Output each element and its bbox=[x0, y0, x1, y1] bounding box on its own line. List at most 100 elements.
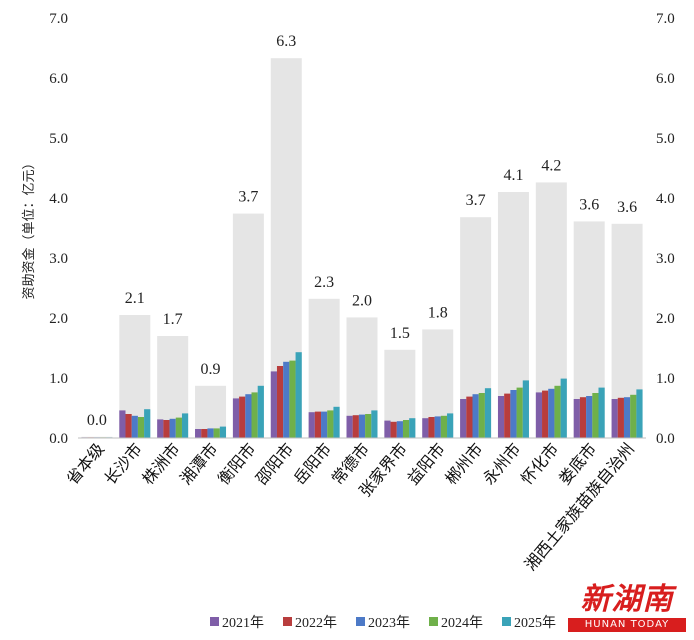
year-bar bbox=[617, 397, 624, 438]
year-bar bbox=[484, 388, 492, 438]
year-bar bbox=[201, 429, 208, 438]
total-value-label: 3.7 bbox=[238, 189, 258, 206]
year-bar bbox=[466, 396, 473, 438]
total-labels: 0.0 2.1 1.7 0.9 3.7 6.3 2.3 2.0 1.5 1.8 3.7 4.1 4.2 3… bbox=[87, 33, 637, 429]
year-bar bbox=[573, 399, 580, 438]
y-tick-right: 1.0 bbox=[656, 371, 675, 387]
year-bar bbox=[535, 392, 543, 438]
logo-chinese-text: 新湖南 bbox=[580, 582, 674, 617]
category-label: 长沙市 bbox=[100, 439, 145, 488]
y-tick-left: 2.0 bbox=[49, 311, 68, 327]
total-value-label: 0.9 bbox=[201, 361, 221, 378]
category-labels: 省本级长沙市株洲市湘潭市衡阳市邵阳市岳阳市常德市张家界市益阳市郴州市永州市怀化市… bbox=[63, 439, 639, 574]
year-bar bbox=[213, 428, 220, 438]
total-value-label: 1.7 bbox=[163, 311, 183, 328]
y-tick-left: 4.0 bbox=[49, 191, 68, 207]
category-label: 怀化市 bbox=[517, 439, 562, 488]
y-tick-left: 0.0 bbox=[49, 431, 68, 447]
category-label: 邵阳市 bbox=[252, 439, 297, 488]
total-value-label: 1.5 bbox=[390, 325, 410, 342]
legend-swatch bbox=[210, 617, 219, 626]
year-bar bbox=[497, 396, 505, 438]
category-label: 益阳市 bbox=[403, 439, 448, 488]
year-bar bbox=[598, 387, 605, 438]
y-tick-left: 5.0 bbox=[49, 131, 68, 147]
year-bar bbox=[409, 418, 416, 438]
year-bar bbox=[207, 428, 214, 438]
year-bar bbox=[440, 415, 448, 438]
year-bar bbox=[390, 421, 397, 438]
year-bar bbox=[365, 414, 372, 438]
year-bar bbox=[283, 361, 290, 438]
total-value-label: 3.6 bbox=[617, 199, 637, 216]
year-bar bbox=[358, 414, 366, 438]
year-bar bbox=[169, 418, 176, 438]
year-bar bbox=[125, 414, 132, 438]
y-tick-right: 3.0 bbox=[656, 251, 675, 267]
year-bar bbox=[460, 399, 467, 438]
year-bar bbox=[289, 360, 296, 438]
total-value-label: 2.3 bbox=[314, 274, 334, 291]
y-tick-right: 7.0 bbox=[656, 11, 675, 27]
year-bar bbox=[384, 420, 391, 438]
year-bar bbox=[554, 385, 561, 438]
year-bar bbox=[371, 410, 378, 438]
category-label: 岳阳市 bbox=[290, 439, 335, 488]
year-bar bbox=[522, 380, 529, 438]
year-bar bbox=[163, 420, 170, 438]
year-bar bbox=[504, 393, 511, 438]
year-bar bbox=[586, 396, 593, 438]
year-bar bbox=[548, 388, 555, 438]
y-ticks-left: 0.0 1.0 2.0 3.0 4.0 5.0 6.0 7.0 bbox=[49, 11, 68, 447]
year-bar bbox=[314, 411, 322, 438]
year-bar bbox=[175, 417, 182, 438]
year-bar bbox=[560, 378, 567, 438]
total-value-label: 4.1 bbox=[503, 167, 523, 184]
category-label: 省本级 bbox=[63, 439, 108, 488]
year-bar bbox=[611, 399, 618, 438]
year-bar bbox=[478, 393, 485, 438]
year-bar bbox=[251, 392, 258, 438]
total-value-label: 1.8 bbox=[428, 304, 448, 321]
total-value-label: 3.7 bbox=[466, 192, 486, 209]
total-value-label: 3.6 bbox=[579, 196, 599, 213]
year-bar bbox=[346, 415, 353, 438]
year-bar bbox=[219, 426, 227, 438]
category-label: 株洲市 bbox=[138, 439, 183, 488]
year-bar bbox=[630, 394, 637, 438]
year-bar bbox=[119, 410, 126, 438]
year-bar bbox=[308, 412, 315, 438]
year-bar bbox=[352, 415, 359, 438]
year-bar bbox=[516, 387, 523, 438]
y-tick-right: 4.0 bbox=[656, 191, 675, 207]
year-bar bbox=[144, 409, 151, 438]
category-label: 永州市 bbox=[479, 439, 524, 488]
year-bar bbox=[636, 389, 643, 438]
y-tick-left: 6.0 bbox=[49, 71, 68, 87]
legend-label: 2022年 bbox=[295, 615, 337, 631]
legend-label: 2024年 bbox=[441, 615, 483, 631]
total-value-label: 2.0 bbox=[352, 292, 372, 309]
bars-group bbox=[81, 58, 643, 438]
year-bar bbox=[195, 429, 202, 438]
year-bar bbox=[510, 390, 517, 438]
y-axis-label-group: 资助资金（单位：亿元） bbox=[21, 156, 37, 299]
year-bar bbox=[276, 366, 284, 438]
year-bar bbox=[333, 406, 340, 438]
legend-swatch bbox=[283, 617, 292, 626]
category-label: 衡阳市 bbox=[214, 439, 259, 488]
total-value-label: 6.3 bbox=[276, 33, 296, 50]
year-bar bbox=[181, 413, 189, 438]
year-bar bbox=[245, 394, 252, 438]
year-bar bbox=[592, 393, 599, 438]
legend-swatch bbox=[356, 617, 365, 626]
y-ticks-right: 0.0 1.0 2.0 3.0 4.0 5.0 6.0 7.0 bbox=[656, 11, 675, 447]
category-label: 郴州市 bbox=[441, 439, 486, 488]
year-bar bbox=[434, 416, 441, 438]
y-tick-left: 1.0 bbox=[49, 371, 68, 387]
year-bar bbox=[270, 371, 277, 438]
year-bar bbox=[422, 418, 429, 438]
year-bar bbox=[239, 396, 246, 438]
category-label: 湘潭市 bbox=[176, 439, 221, 488]
